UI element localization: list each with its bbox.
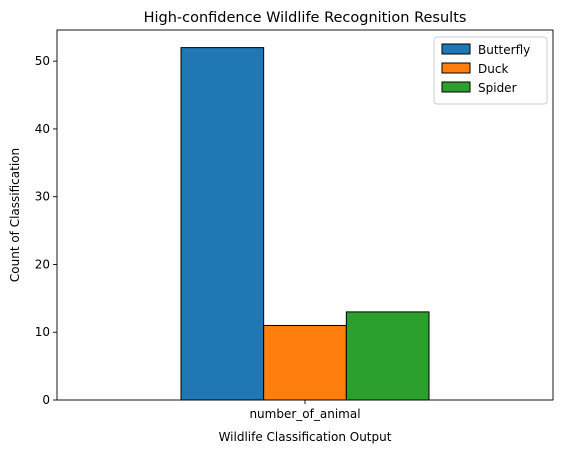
- legend-label-spider: Spider: [478, 81, 517, 95]
- x-axis-ticks: number_of_animal: [249, 400, 361, 421]
- x-tick-label: number_of_animal: [249, 407, 360, 421]
- legend: Butterfly Duck Spider: [433, 36, 548, 105]
- y-tick-label: 10: [35, 325, 50, 339]
- legend-swatch-butterfly: [441, 43, 471, 55]
- legend-swatch-duck: [441, 62, 471, 74]
- bar-butterfly: [180, 47, 265, 401]
- y-axis-label: Count of Classification: [8, 148, 22, 282]
- x-axis-label: Wildlife Classification Output: [219, 430, 392, 444]
- y-tick-label: 0: [42, 393, 50, 407]
- bar-duck: [263, 324, 347, 401]
- plot-frame: [56, 29, 554, 401]
- y-tick-label: 20: [35, 257, 50, 271]
- bar-spider: [345, 311, 430, 401]
- y-tick-label: 40: [35, 122, 50, 136]
- y-tick-label: 50: [35, 54, 50, 68]
- legend-label-duck: Duck: [478, 62, 508, 76]
- bars-group: [180, 47, 430, 401]
- y-axis-ticks: 0 10 20 30 40 50: [35, 54, 57, 407]
- legend-swatch-spider: [441, 81, 471, 93]
- y-tick-label: 30: [35, 190, 50, 204]
- chart-title: High-confidence Wildlife Recognition Res…: [144, 10, 467, 26]
- legend-label-butterfly: Butterfly: [478, 43, 530, 57]
